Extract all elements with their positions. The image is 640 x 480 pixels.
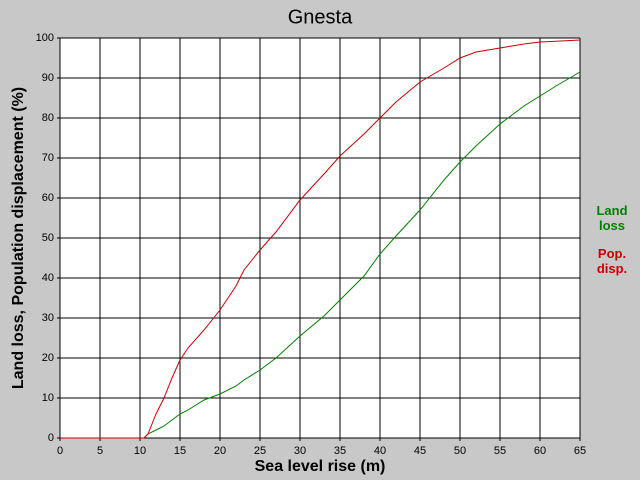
legend-entry: Pop. disp.	[596, 246, 628, 276]
x-tick-label: 10	[134, 445, 146, 457]
x-tick-label: 15	[174, 445, 186, 457]
y-tick-label: 10	[42, 392, 54, 404]
x-axis-label: Sea level rise (m)	[255, 458, 386, 475]
x-tick-label: 25	[254, 445, 266, 457]
x-tick-label: 20	[214, 445, 226, 457]
x-tick-label: 65	[574, 445, 586, 457]
y-tick-label: 50	[42, 232, 54, 244]
series-line	[60, 39, 581, 439]
y-tick-label: 100	[36, 32, 54, 44]
y-tick-label: 90	[42, 72, 54, 84]
legend-entry: Land loss	[596, 203, 628, 233]
y-tick-label: 70	[42, 152, 54, 164]
x-tick-label: 35	[334, 445, 346, 457]
y-tick-label: 40	[42, 272, 54, 284]
x-tick-label: 55	[494, 445, 506, 457]
y-axis-label: Land loss, Population displacement (%)	[10, 87, 27, 389]
x-tick-label: 30	[294, 445, 306, 457]
y-tick-label: 20	[42, 352, 54, 364]
x-tick-label: 40	[374, 445, 386, 457]
chart-title: Gnesta	[288, 6, 353, 28]
y-tick-label: 0	[48, 432, 54, 444]
x-tick-label: 0	[57, 445, 63, 457]
y-tick-label: 30	[42, 312, 54, 324]
y-tick-label: 60	[42, 192, 54, 204]
y-tick-label: 80	[42, 112, 54, 124]
series-line	[60, 71, 581, 439]
x-tick-label: 5	[97, 445, 103, 457]
x-tick-label: 50	[454, 445, 466, 457]
x-tick-label: 60	[534, 445, 546, 457]
x-tick-label: 45	[414, 445, 426, 457]
